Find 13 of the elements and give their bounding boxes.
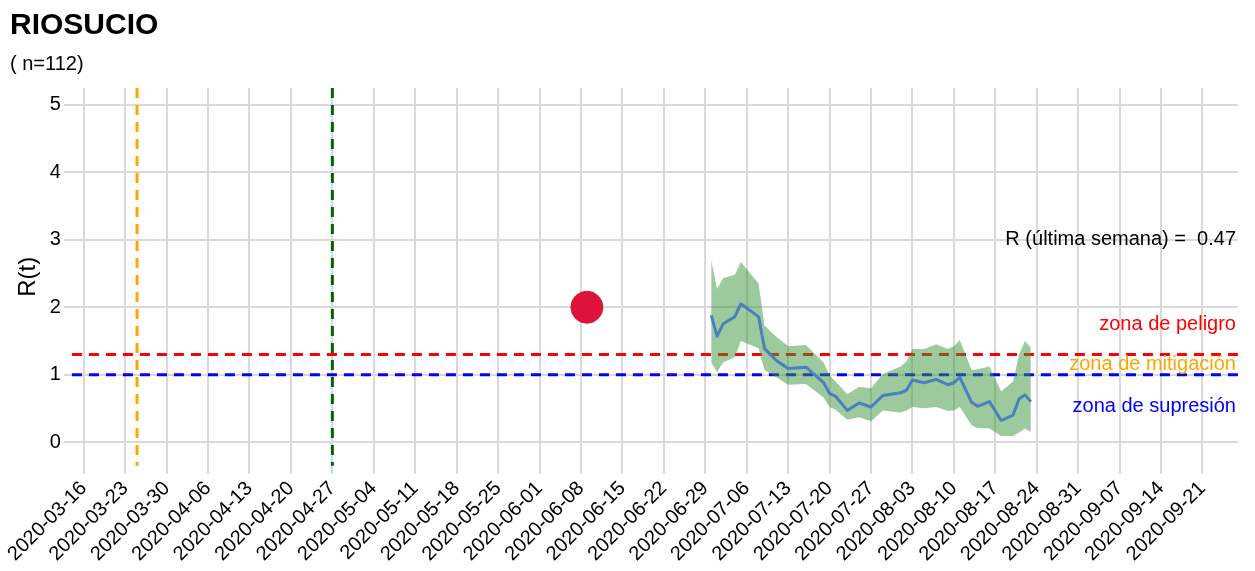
- y-tick-label: 0: [49, 429, 61, 452]
- chart-title: RIOSUCIO: [10, 7, 159, 41]
- y-tick-label: 5: [49, 92, 61, 115]
- ref-line-label: zona de supresión: [1072, 394, 1236, 417]
- ref-line-label: zona de peligro: [1099, 311, 1236, 334]
- annotation: zona de mitigación: [1069, 352, 1236, 375]
- y-axis-title: R(t): [13, 256, 41, 297]
- chart-subtitle: ( n=112): [10, 51, 84, 74]
- y-tick-label: 3: [49, 227, 61, 250]
- annotation: R (última semana) = 0.47: [1005, 227, 1236, 250]
- y-tick-label: 2: [49, 294, 61, 317]
- y-tick-label: 1: [49, 362, 61, 385]
- y-tick-label: 4: [49, 159, 61, 182]
